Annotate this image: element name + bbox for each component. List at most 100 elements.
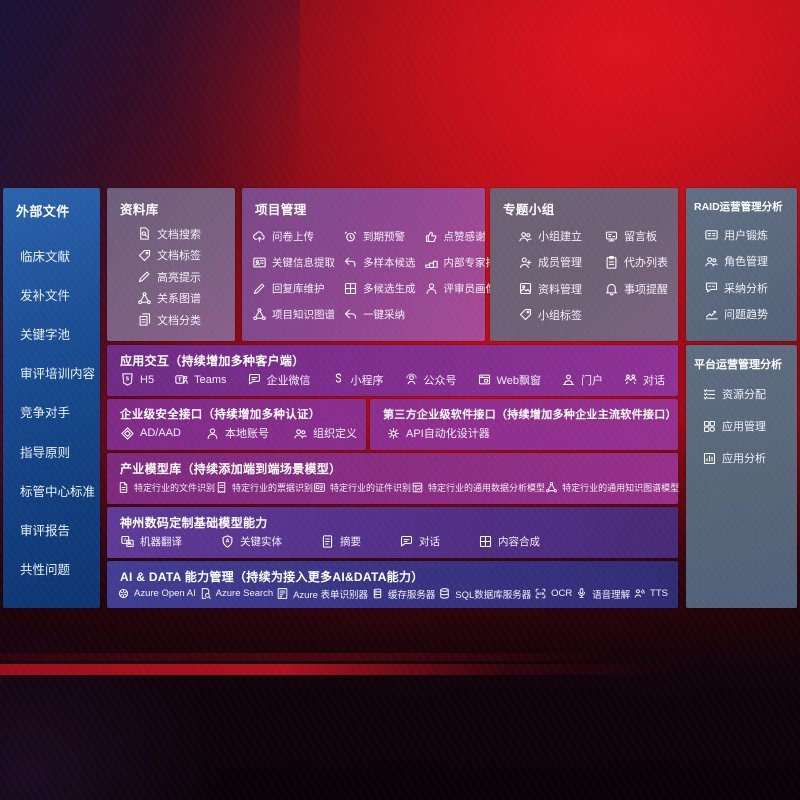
interaction-item[interactable]: Web飘窗 <box>477 372 541 388</box>
sidebar-item[interactable]: 指导原则 <box>20 442 100 461</box>
interaction-item[interactable]: 门户 <box>561 372 603 388</box>
repository-item[interactable]: 文档分类 <box>137 312 235 328</box>
thumb-icon <box>424 229 439 244</box>
industry-model-item[interactable]: 特定行业的通用数据分析模型 <box>411 481 545 494</box>
project-item[interactable]: 回复库维护 <box>252 281 335 296</box>
project-item-label: 多样本候选 <box>363 257 416 269</box>
platform-item[interactable]: 资源分配 <box>702 386 797 402</box>
repository-item[interactable]: 文档标签 <box>137 247 235 263</box>
ocr-icon: OCR <box>534 587 547 600</box>
raid-item[interactable]: 角色管理 <box>704 253 797 269</box>
sidebar-item-label: 审评培训内容 <box>20 367 96 382</box>
ai-data-item[interactable]: SQL数据库服务器 <box>438 587 531 601</box>
project-item-label: 问卷上传 <box>272 231 314 243</box>
raid-analysis-panel: RAID运营管理分析 用户锻炼角色管理采纳分析问题趋势 <box>686 188 797 341</box>
sidebar-item[interactable]: 临床文献 <box>20 246 100 265</box>
ai-data-item[interactable]: Azure 表单识别器 <box>276 587 368 601</box>
platform-item[interactable]: 应用分析 <box>702 450 797 466</box>
security-item-label: AD/AAD <box>140 427 181 439</box>
raid-item[interactable]: 问题趋势 <box>704 306 797 322</box>
sidebar-item[interactable]: 竞争对手 <box>20 402 100 421</box>
svg-text:A: A <box>226 539 230 545</box>
base-model-item[interactable]: 摘要 <box>320 534 361 549</box>
ai-data-item[interactable]: 缓存服务器 <box>371 587 436 601</box>
base-model-item[interactable]: 对话 <box>399 534 440 549</box>
interaction-item[interactable]: 5 H5 <box>120 372 154 387</box>
raid-analysis-title: RAID运营管理分析 <box>694 201 783 213</box>
project-management-panel: 项目管理 问卷上传 到期预警 点赞感谢 关键信息提取 多样本候选 内部专家排名 回复库维护多… <box>242 188 507 341</box>
interaction-item[interactable]: 对话 <box>623 372 665 388</box>
chat-icon <box>247 372 262 387</box>
app-interaction-title: 应用交互（持续增加多种客户端） <box>120 354 305 368</box>
external-files-list: 临床文献发补文件关键字池审评培训内容竞争对手指导原则标管中心标准审评报告共性问题 <box>3 220 100 608</box>
thirdparty-item[interactable]: API自动化设计器 <box>386 425 490 441</box>
ai-data-item-label: 缓存服务器 <box>387 589 436 601</box>
industry-models-row: 产业模型库（持续添加端到端场景模型） 特定行业的文件识别 特定行业的票据识别 特定行… <box>107 453 679 504</box>
sidebar-item[interactable]: 审评培训内容 <box>20 363 100 382</box>
security-item[interactable]: 组织定义 <box>293 425 357 441</box>
security-item[interactable]: AD/AAD <box>120 426 181 441</box>
card-icon <box>252 255 267 270</box>
project-item[interactable]: 评审员画像 <box>424 281 507 296</box>
ai-data-item[interactable]: OCR OCR <box>534 587 572 600</box>
ai-data-item[interactable]: 语音理解 <box>575 587 630 601</box>
ai-data-item[interactable]: Azure Open AI <box>117 587 196 600</box>
raid-item[interactable]: 采纳分析 <box>704 280 797 296</box>
raid-item[interactable]: 用户锻炼 <box>704 227 797 243</box>
sidebar-item-label: 审评报告 <box>20 523 71 538</box>
project-item-label: 关键信息提取 <box>272 257 335 269</box>
project-item[interactable]: 到期预警 <box>343 229 416 244</box>
project-item[interactable]: 一键采纳 <box>343 307 416 322</box>
sidebar-item[interactable]: 发补文件 <box>20 285 100 304</box>
base-model-item[interactable]: 内容合成 <box>478 534 540 549</box>
project-item[interactable]: 多样本候选 <box>343 255 416 270</box>
group-item[interactable]: 留言板 <box>604 228 668 244</box>
security-item[interactable]: 本地账号 <box>205 425 269 441</box>
base-model-item-label: 机器翻译 <box>140 536 182 548</box>
repository-item[interactable]: 文档搜索 <box>137 226 235 242</box>
interaction-item[interactable]: T Teams <box>174 372 226 387</box>
topic-groups-title: 专题小组 <box>503 203 555 217</box>
repository-item-label: 文档标签 <box>157 250 201 262</box>
repository-item-label: 关系图谱 <box>157 293 201 305</box>
project-item-label: 点赞感谢 <box>443 231 486 243</box>
industry-model-item[interactable]: 特定行业的通用知识图谱模型 <box>545 481 679 494</box>
project-item[interactable]: 点赞感谢 <box>424 229 507 244</box>
search-doc-icon <box>199 587 212 600</box>
repository-item[interactable]: 关系图谱 <box>137 290 235 306</box>
group-item[interactable]: 代办列表 <box>604 254 668 270</box>
ai-data-item[interactable]: Azure Search <box>199 587 273 600</box>
trend-icon <box>704 307 719 322</box>
svg-text:OCR: OCR <box>537 592 546 596</box>
project-item[interactable]: 问卷上传 <box>252 229 335 244</box>
sidebar-item[interactable]: 审评报告 <box>20 520 100 539</box>
repository-item[interactable]: 高亮提示 <box>137 269 235 285</box>
project-item[interactable]: 关键信息提取 <box>252 255 335 270</box>
base-model-item[interactable]: A 机器翻译 <box>120 534 182 549</box>
industry-model-item[interactable]: 特定行业的文件识别 <box>117 481 215 494</box>
doc-search-icon <box>137 226 152 241</box>
base-model-item[interactable]: A 关键实体 <box>220 534 282 549</box>
platform-item[interactable]: 应用管理 <box>702 418 797 434</box>
project-item[interactable]: 多候选生成 <box>343 281 416 296</box>
sidebar-item[interactable]: 关键字池 <box>20 324 100 343</box>
group-item[interactable]: 资料管理 <box>518 281 582 297</box>
group-item[interactable]: 小组标签 <box>518 307 582 323</box>
ai-data-item[interactable]: TTS <box>633 587 668 600</box>
group-item[interactable]: 成员管理 <box>518 254 582 270</box>
repository-title: 资料库 <box>120 203 159 217</box>
industry-model-item[interactable]: 特定行业的票据识别 <box>215 481 313 494</box>
industry-model-item[interactable]: 特定行业的证件识别 <box>313 481 411 494</box>
sidebar-item[interactable]: 共性问题 <box>20 559 100 578</box>
interaction-item[interactable]: 小程序 <box>331 372 384 388</box>
project-item[interactable]: 项目知识图谱 <box>252 307 335 322</box>
interaction-item[interactable]: 企业微信 <box>247 372 311 388</box>
project-item-label: 多候选生成 <box>363 283 416 295</box>
group-item[interactable]: 小组建立 <box>518 228 582 244</box>
group-item[interactable]: 事项提醒 <box>604 281 668 297</box>
receipt-icon <box>215 481 228 494</box>
svg-text:T: T <box>178 378 182 384</box>
sidebar-item[interactable]: 标管中心标准 <box>20 481 100 500</box>
interaction-item[interactable]: 公众号 <box>404 372 457 388</box>
repository-item-label: 文档分类 <box>157 314 201 327</box>
